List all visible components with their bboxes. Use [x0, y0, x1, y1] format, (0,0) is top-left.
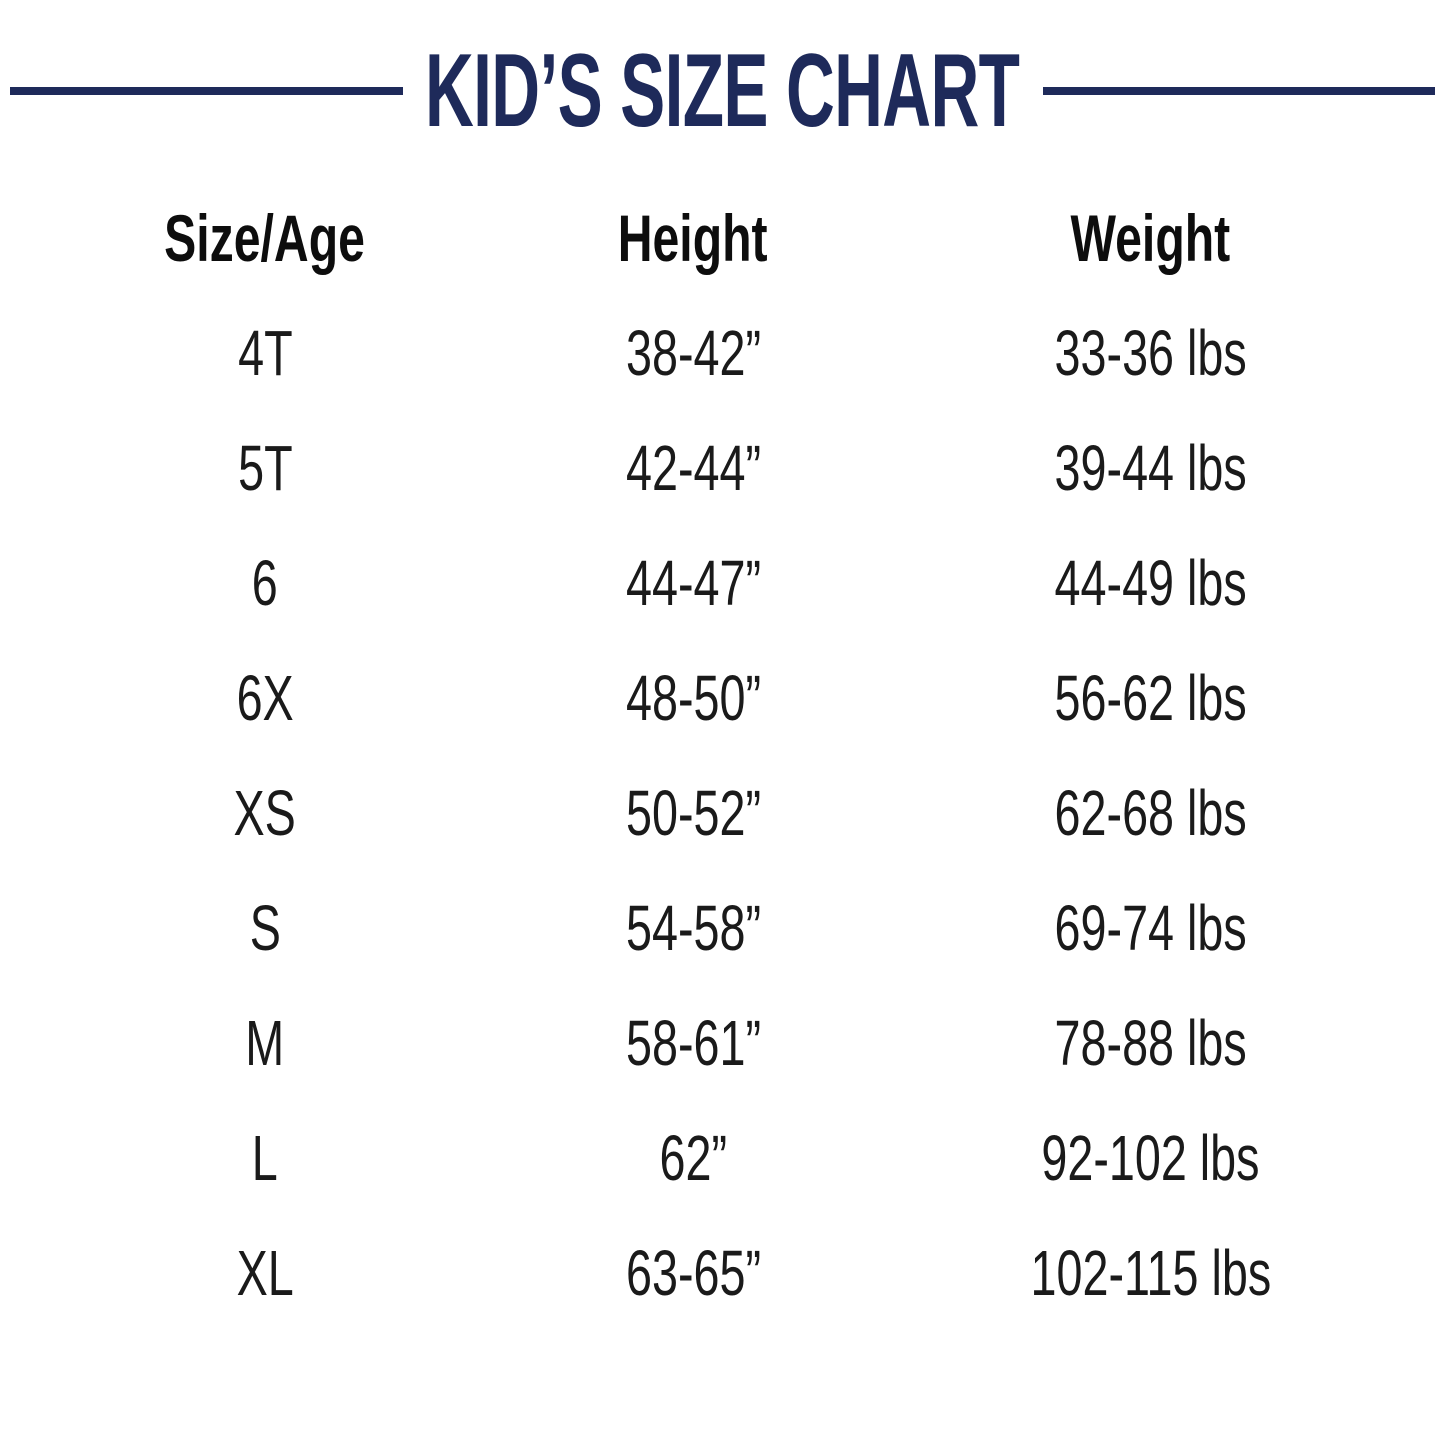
height-cell: 58-61” — [601, 1011, 786, 1075]
table-header-row: Size/Age Height Weight — [0, 180, 1445, 295]
size-value: 6 — [252, 546, 278, 619]
table-row-4t: 4T 38-42” 33-36 lbs — [0, 295, 1445, 410]
column-header-weight-label: Weight — [1070, 200, 1231, 275]
table-row-6: 6 44-47” 44-49 lbs — [0, 525, 1445, 640]
page-title: KID’S SIZE CHART — [425, 32, 1020, 149]
weight-cell: 102-115 lbs — [986, 1241, 1316, 1305]
weight-value: 92-102 lbs — [1041, 1121, 1260, 1194]
table-row-xs: XS 50-52” 62-68 lbs — [0, 755, 1445, 870]
size-value: S — [249, 891, 281, 964]
size-value: 6X — [236, 661, 294, 734]
weight-value: 39-44 lbs — [1054, 431, 1247, 504]
size-value: M — [245, 1006, 285, 1079]
title-wrap: KID’S SIZE CHART — [403, 39, 1043, 143]
table-row-xl: XL 63-65” 102-115 lbs — [0, 1215, 1445, 1330]
weight-cell: 33-36 lbs — [1019, 321, 1282, 385]
size-value: 4T — [237, 316, 293, 389]
table-row-6x: 6X 48-50” 56-62 lbs — [0, 640, 1445, 755]
height-value: 38-42” — [625, 316, 761, 389]
size-value: L — [252, 1121, 278, 1194]
size-cell: M — [238, 1011, 291, 1075]
title-rule-right — [1042, 86, 1435, 95]
height-cell: 38-42” — [601, 321, 786, 385]
column-header-size-age-label: Size/Age — [164, 200, 366, 275]
table-row-l: L 62” 92-102 lbs — [0, 1100, 1445, 1215]
size-cell: XS — [222, 781, 307, 845]
height-value: 42-44” — [625, 431, 761, 504]
height-cell: 42-44” — [601, 436, 786, 500]
table-row-m: M 58-61” 78-88 lbs — [0, 985, 1445, 1100]
size-cell: 4T — [228, 321, 303, 385]
size-table: Size/Age Height Weight 4T 38-42” 33-36 l… — [0, 180, 1445, 1330]
weight-cell: 62-68 lbs — [1019, 781, 1282, 845]
height-value: 58-61” — [625, 1006, 761, 1079]
weight-value: 62-68 lbs — [1054, 776, 1247, 849]
height-cell: 44-47” — [601, 551, 786, 615]
size-value: XL — [236, 1236, 294, 1309]
size-cell: 6 — [247, 551, 283, 615]
weight-cell: 92-102 lbs — [1001, 1126, 1300, 1190]
weight-value: 69-74 lbs — [1054, 891, 1247, 964]
height-value: 48-50” — [625, 661, 761, 734]
height-cell: 62” — [647, 1126, 740, 1190]
weight-value: 56-62 lbs — [1054, 661, 1247, 734]
table-row-5t: 5T 42-44” 39-44 lbs — [0, 410, 1445, 525]
size-value: 5T — [237, 431, 293, 504]
weight-value: 33-36 lbs — [1054, 316, 1247, 389]
column-header-height-label: Height — [618, 200, 768, 275]
height-value: 54-58” — [625, 891, 761, 964]
weight-cell: 78-88 lbs — [1019, 1011, 1282, 1075]
weight-cell: 69-74 lbs — [1019, 896, 1282, 960]
weight-cell: 44-49 lbs — [1019, 551, 1282, 615]
size-cell: 5T — [228, 436, 303, 500]
size-cell: 6X — [226, 666, 304, 730]
height-cell: 54-58” — [601, 896, 786, 960]
weight-value: 102-115 lbs — [1030, 1236, 1271, 1309]
column-header-height: Height — [590, 205, 795, 271]
height-cell: 63-65” — [601, 1241, 786, 1305]
height-cell: 50-52” — [601, 781, 786, 845]
title-section: KID’S SIZE CHART — [0, 28, 1445, 153]
height-value: 44-47” — [625, 546, 761, 619]
column-header-weight: Weight — [1041, 205, 1260, 271]
size-cell: XL — [226, 1241, 304, 1305]
table-row-s: S 54-58” 69-74 lbs — [0, 870, 1445, 985]
weight-value: 78-88 lbs — [1054, 1006, 1247, 1079]
height-cell: 48-50” — [601, 666, 786, 730]
size-cell: L — [247, 1126, 283, 1190]
size-value: XS — [233, 776, 297, 849]
size-cell: S — [244, 896, 287, 960]
weight-cell: 39-44 lbs — [1019, 436, 1282, 500]
weight-cell: 56-62 lbs — [1019, 666, 1282, 730]
weight-value: 44-49 lbs — [1054, 546, 1247, 619]
title-rule-left — [10, 86, 403, 95]
column-header-size-age: Size/Age — [127, 205, 402, 271]
height-value: 62” — [659, 1121, 727, 1194]
height-value: 63-65” — [625, 1236, 761, 1309]
height-value: 50-52” — [625, 776, 761, 849]
